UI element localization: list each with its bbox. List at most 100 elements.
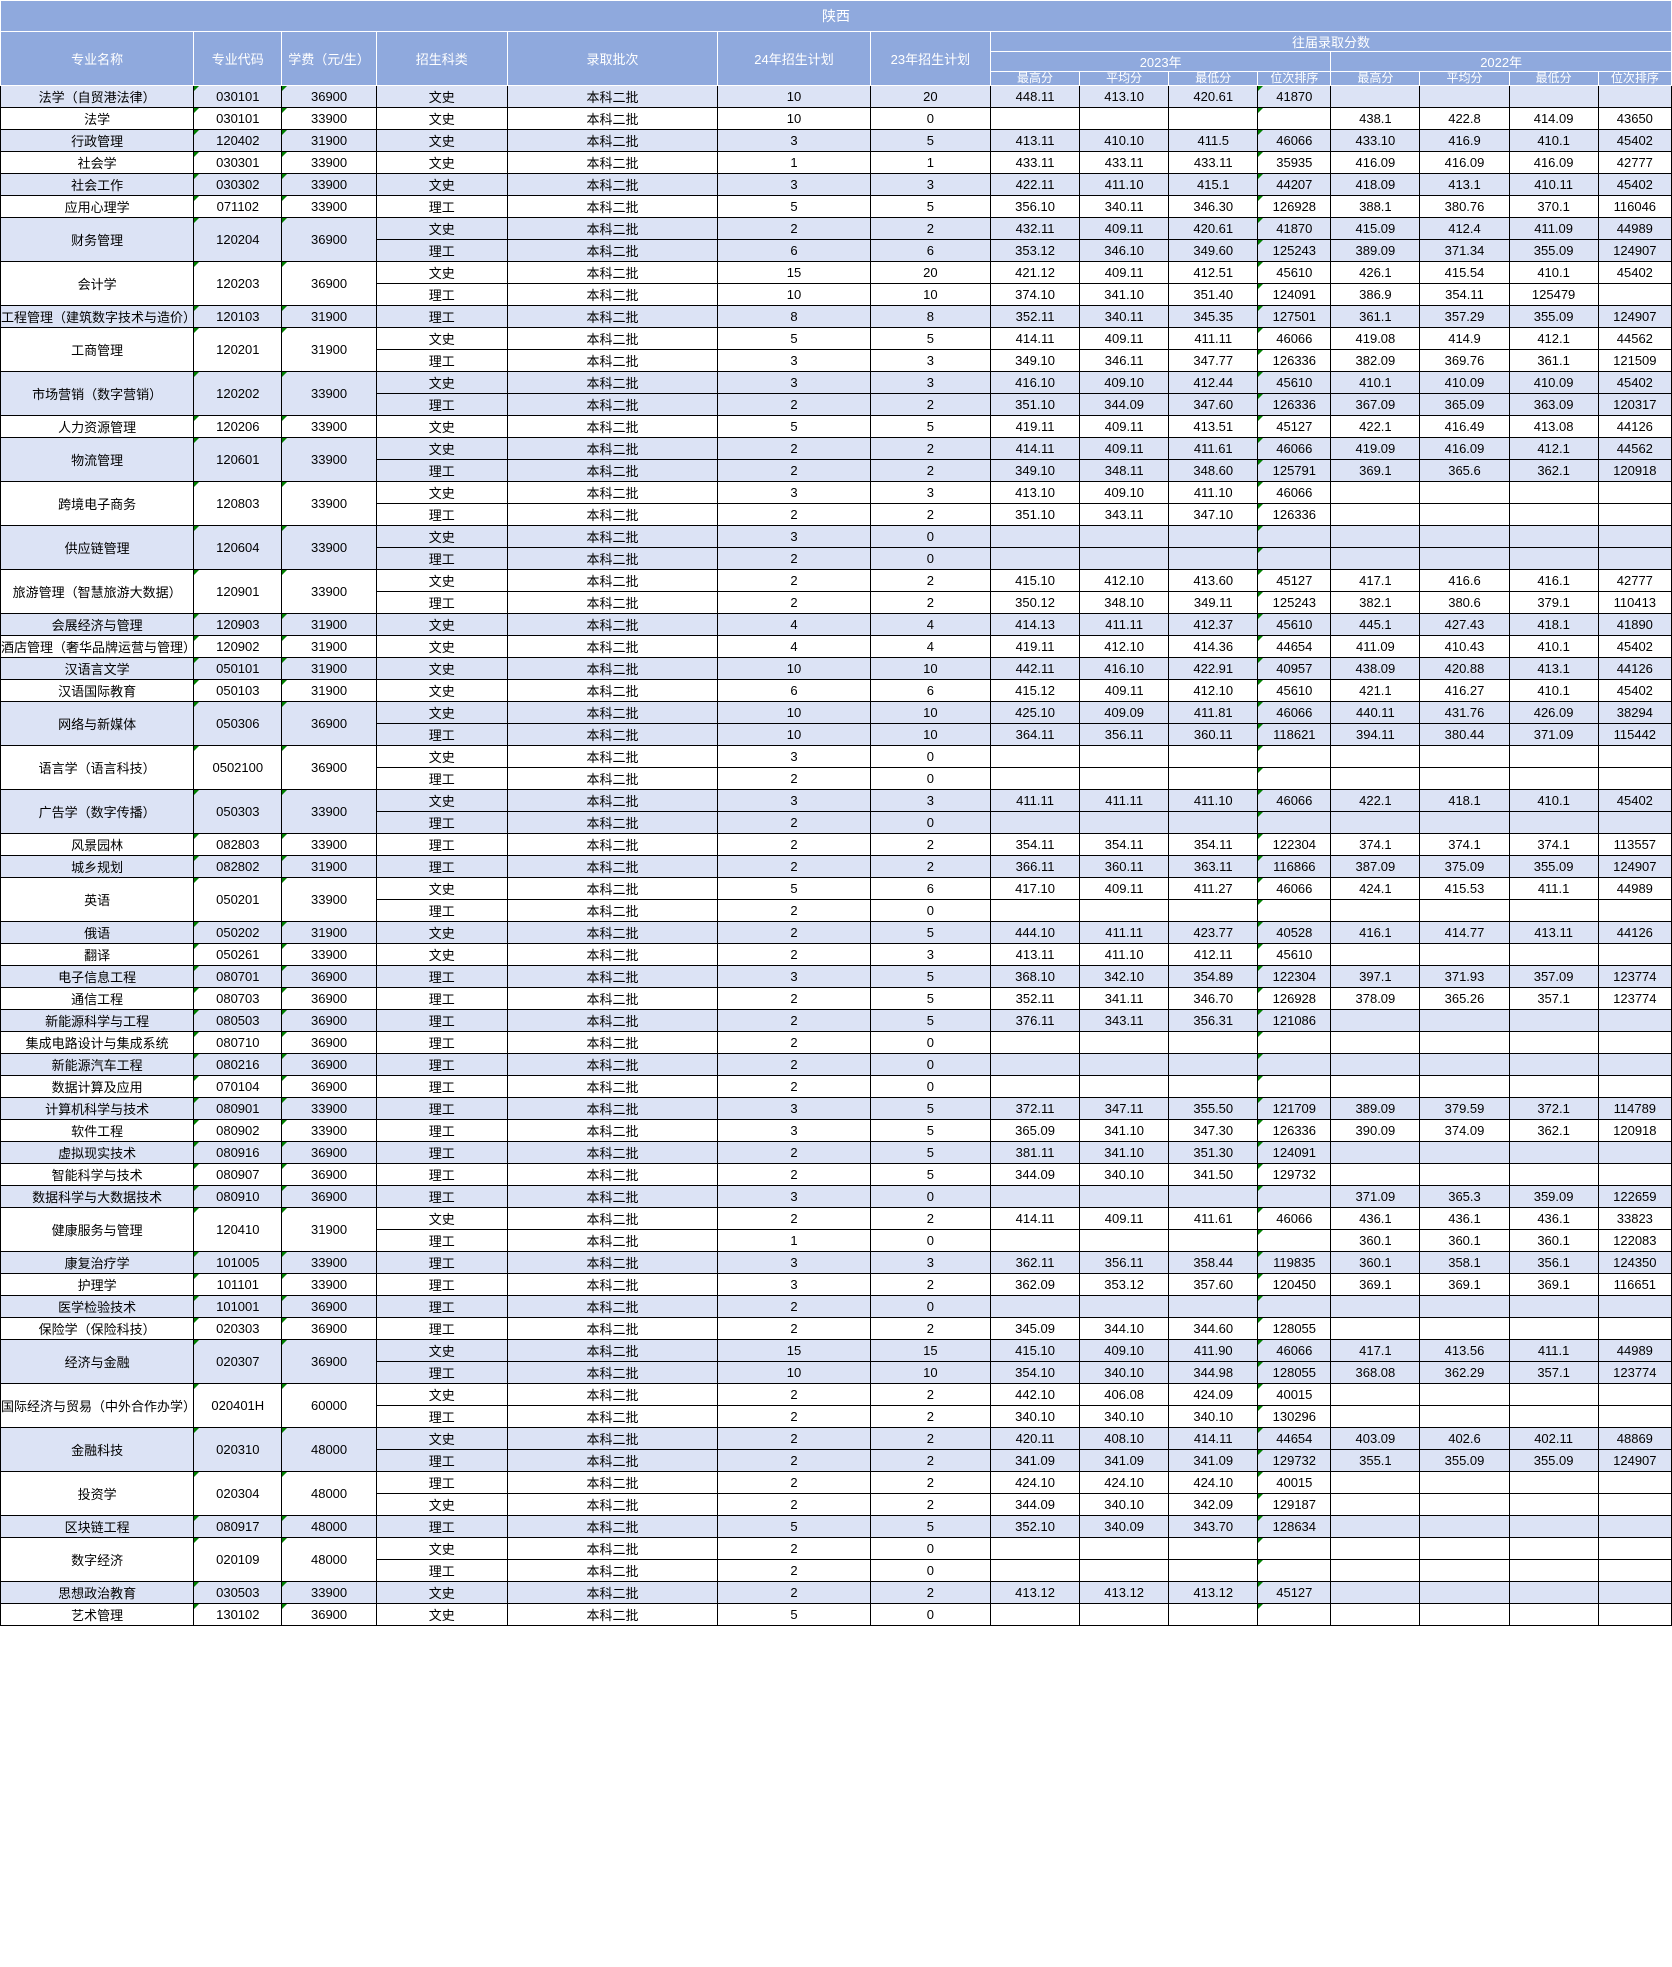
cell-2022-rank — [1597, 84, 1672, 108]
cell-2022-rank — [1597, 524, 1672, 548]
cell-2022-rank: 44126 — [1597, 920, 1672, 944]
cell-plan-23: 2 — [869, 1580, 991, 1604]
cell-2022-avg: 416.27 — [1419, 678, 1510, 702]
cell-admission-batch: 本科二批 — [506, 832, 719, 856]
cell-2023-min: 349.60 — [1168, 238, 1259, 262]
cell-admission-batch: 本科二批 — [506, 326, 719, 350]
cell-2022-max: 382.1 — [1330, 590, 1421, 614]
cell-2023-rank: 119835 — [1257, 1250, 1332, 1274]
header-tuition: 学费（元/生） — [281, 31, 377, 86]
cell-2022-rank — [1597, 942, 1672, 966]
cell-tuition: 48000 — [281, 1536, 377, 1582]
cell-2022-rank: 124907 — [1597, 854, 1672, 878]
cell-2023-max — [989, 1030, 1081, 1054]
cell-2022-avg: 380.76 — [1419, 194, 1510, 218]
cell-admission-batch: 本科二批 — [506, 480, 719, 504]
cell-2023-max — [989, 524, 1081, 548]
cell-major-name: 软件工程 — [0, 1118, 195, 1142]
cell-admission-batch: 本科二批 — [506, 458, 719, 482]
cell-2023-max: 374.10 — [989, 282, 1081, 306]
cell-2023-min: 411.10 — [1168, 480, 1259, 504]
cell-2022-max — [1330, 766, 1421, 790]
cell-2022-rank — [1597, 1492, 1672, 1516]
cell-2022-max: 390.09 — [1330, 1118, 1421, 1142]
cell-2023-max: 416.10 — [989, 370, 1081, 394]
cell-major-name: 供应链管理 — [0, 524, 195, 570]
cell-2023-max: 424.10 — [989, 1470, 1081, 1494]
cell-2022-avg: 354.11 — [1419, 282, 1510, 306]
province-title: 陕西 — [0, 0, 1672, 32]
table-row: 数据计算及应用 070104 36900 理工 本科二批 2 0 — [0, 1074, 1672, 1098]
cell-2023-min: 345.35 — [1168, 304, 1259, 328]
cell-2023-rank: 126336 — [1257, 348, 1332, 372]
cell-admission-batch: 本科二批 — [506, 810, 719, 834]
cell-major-name: 金融科技 — [0, 1426, 195, 1472]
cell-2023-max — [989, 1294, 1081, 1318]
cell-2022-rank: 121509 — [1597, 348, 1672, 372]
cell-plan-23: 2 — [869, 502, 991, 526]
cell-2022-min — [1508, 1294, 1599, 1318]
cell-2023-max — [989, 1184, 1081, 1208]
cell-2022-avg — [1419, 1074, 1510, 1098]
cell-enroll-category: 理工 — [375, 282, 508, 306]
cell-2022-avg — [1419, 502, 1510, 526]
cell-2023-max: 448.11 — [989, 84, 1081, 108]
cell-major-name: 市场营销（数字营销） — [0, 370, 195, 416]
cell-2023-rank — [1257, 1074, 1332, 1098]
cell-enroll-category: 文史 — [375, 1602, 508, 1626]
cell-2022-rank: 110413 — [1597, 590, 1672, 614]
cell-enroll-category: 文史 — [375, 1580, 508, 1604]
cell-enroll-category: 理工 — [375, 1030, 508, 1054]
cell-2022-min — [1508, 84, 1599, 108]
cell-2023-max: 351.10 — [989, 502, 1081, 526]
header-2022-min: 最低分 — [1508, 71, 1599, 86]
admission-table: 陕西 专业名称 专业代码 学费（元/生） 招生科类 录取批次 24年招生计划 2… — [0, 0, 1672, 1626]
cell-2023-rank — [1257, 1184, 1332, 1208]
cell-tuition: 31900 — [281, 854, 377, 878]
cell-enroll-category: 文史 — [375, 678, 508, 702]
cell-2022-avg: 412.4 — [1419, 216, 1510, 240]
table-row: 智能科学与技术 080907 36900 理工 本科二批 2 5 344.09 340.10 34… — [0, 1162, 1672, 1186]
cell-tuition: 33900 — [281, 1250, 377, 1274]
cell-admission-batch: 本科二批 — [506, 1206, 719, 1230]
cell-plan-23: 2 — [869, 1426, 991, 1450]
cell-2022-min — [1508, 1602, 1599, 1626]
cell-2023-min: 340.10 — [1168, 1404, 1259, 1428]
table-row: 理工 本科二批 10 10 374.10 341.10 351.40 124091 386.9 3… — [1, 282, 1672, 306]
cell-2023-avg: 411.11 — [1079, 788, 1170, 812]
cell-admission-batch: 本科二批 — [506, 766, 719, 790]
cell-2023-rank — [1257, 1030, 1332, 1054]
cell-2022-min — [1508, 1052, 1599, 1076]
cell-2023-min: 414.11 — [1168, 1426, 1259, 1450]
cell-major-name: 行政管理 — [0, 128, 195, 152]
cell-2022-rank: 124907 — [1597, 1448, 1672, 1472]
cell-plan-24: 3 — [717, 524, 871, 548]
cell-major-code: 020401H — [193, 1382, 283, 1428]
cell-2023-min: 341.09 — [1168, 1448, 1259, 1472]
cell-2022-avg — [1419, 1602, 1510, 1626]
cell-2022-avg: 380.44 — [1419, 722, 1510, 746]
cell-2022-max: 388.1 — [1330, 194, 1421, 218]
cell-admission-batch: 本科二批 — [506, 194, 719, 218]
cell-plan-24: 3 — [717, 964, 871, 988]
cell-plan-23: 20 — [869, 260, 991, 284]
cell-tuition: 36900 — [281, 1140, 377, 1164]
cell-enroll-category: 文史 — [375, 172, 508, 196]
cell-tuition: 31900 — [281, 1206, 377, 1252]
cell-major-code: 080916 — [193, 1140, 283, 1164]
cell-2022-avg — [1419, 1294, 1510, 1318]
cell-major-name: 集成电路设计与集成系统 — [0, 1030, 195, 1054]
cell-2022-rank — [1597, 1008, 1672, 1032]
cell-2022-avg: 374.09 — [1419, 1118, 1510, 1142]
cell-major-code: 120901 — [193, 568, 283, 614]
cell-admission-batch: 本科二批 — [506, 238, 719, 262]
cell-admission-batch: 本科二批 — [506, 1382, 719, 1406]
cell-admission-batch: 本科二批 — [506, 150, 719, 174]
cell-major-name: 医学检验技术 — [0, 1294, 195, 1318]
cell-major-name: 社会工作 — [0, 172, 195, 196]
cell-2022-avg: 365.26 — [1419, 986, 1510, 1010]
cell-major-code: 080216 — [193, 1052, 283, 1076]
cell-2023-avg: 340.09 — [1079, 1514, 1170, 1538]
cell-2023-rank: 45610 — [1257, 260, 1332, 284]
cell-enroll-category: 理工 — [375, 1316, 508, 1340]
